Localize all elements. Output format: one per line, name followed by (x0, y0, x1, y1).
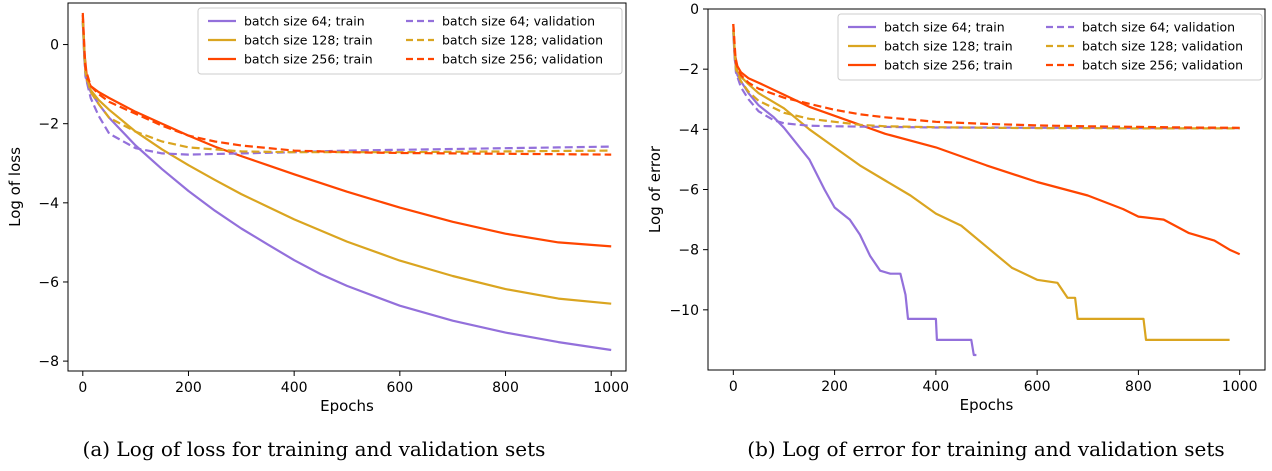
series-line-5 (732, 28, 1240, 130)
legend-label-1: batch size 64; train (884, 20, 1005, 35)
legend: batch size 64; train batch size 128; trai… (197, 7, 623, 75)
y-tick-label: 0 (50, 38, 59, 54)
x-tick-label: 200 (175, 380, 202, 396)
series-line-6 (732, 23, 1240, 129)
y-tick-label: 0 (690, 2, 699, 18)
y-tick-label: −4 (678, 122, 699, 138)
x-axis-label: Epochs (320, 397, 374, 415)
plot-frame (67, 2, 627, 372)
y-tick-label: −6 (678, 183, 699, 199)
x-tick-label: 1000 (593, 380, 629, 396)
legend-label-4: batch size 64; validation (1082, 20, 1235, 35)
y-tick-label: −8 (678, 243, 699, 259)
series-line-4 (81, 22, 612, 156)
y-tick-label: −4 (38, 196, 59, 212)
legend-label-4: batch size 64; validation (442, 14, 595, 29)
legend-label-3: batch size 256; train (244, 52, 373, 67)
x-tick-label: 400 (281, 380, 308, 396)
chart-1: 0 200 400 600 800 1000 0 −2 −4 −6 −8 Epochs Log of l… (6, 2, 629, 461)
x-axis-label: Epochs (960, 396, 1014, 414)
x-tick-label: 0 (78, 380, 87, 396)
y-axis-label: Log of error (646, 145, 664, 233)
series-line-4 (732, 30, 1240, 130)
legend-label-3: batch size 256; train (884, 58, 1013, 73)
x-tick-label: 400 (922, 379, 949, 395)
x-tick-label: 600 (1024, 379, 1051, 395)
series-line-6 (81, 14, 612, 156)
chart-2: 0 200 400 600 800 1000 0 −2 −4 −6 −8 −10 Epochs Log o… (646, 2, 1266, 461)
y-axis-label: Log of loss (6, 147, 24, 227)
x-tick-label: 0 (729, 379, 738, 395)
series-line-1 (732, 33, 977, 357)
x-tick-label: 200 (821, 379, 848, 395)
legend-label-5: batch size 128; validation (442, 33, 603, 48)
y-tick-label: −8 (38, 354, 59, 370)
legend-label-6: batch size 256; validation (442, 52, 603, 67)
x-tick-label: 800 (1125, 379, 1152, 395)
series-line-5 (81, 20, 612, 154)
legend: batch size 64; train batch size 128; trai… (837, 13, 1263, 81)
figure-caption: (a) Log of loss for training and validat… (83, 437, 546, 461)
legend-label-5: batch size 128; validation (1082, 39, 1243, 54)
x-tick-label: 600 (386, 380, 413, 396)
figure-caption: (b) Log of error for training and valida… (747, 437, 1224, 461)
y-tick-label: −10 (669, 303, 699, 319)
legend-label-2: batch size 128; train (244, 33, 373, 48)
legend-label-2: batch size 128; train (884, 39, 1013, 54)
series-line-3 (732, 23, 1241, 256)
series-line-2 (81, 18, 612, 305)
x-tick-label: 800 (492, 380, 519, 396)
x-tick-label: 1000 (1222, 379, 1258, 395)
y-tick-label: −2 (678, 62, 699, 78)
y-tick-label: −2 (38, 117, 59, 133)
y-tick-label: −6 (38, 275, 59, 291)
legend-label-6: batch size 256; validation (1082, 58, 1243, 73)
legend-label-1: batch size 64; train (244, 14, 365, 29)
